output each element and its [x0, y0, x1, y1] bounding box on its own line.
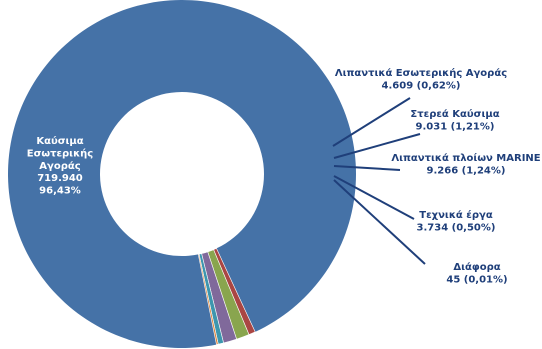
slice-label-1-line-0: Λιπαντικά Εσωτερικής Αγοράς [335, 67, 507, 79]
slices-group [8, 0, 357, 348]
slice-5 [197, 253, 219, 345]
slice-label-5-line-0: Διάφορα [453, 261, 500, 273]
leader-line-3 [333, 175, 415, 220]
leader-line-2 [333, 165, 401, 171]
slice-label-1-line-1: 4.609 (0,62%) [382, 81, 461, 92]
main-slice-label-line-3: 719.940 [37, 173, 83, 184]
slice-label-4-line-1: 3.734 (0,50%) [417, 223, 496, 234]
slice-label-3-line-0: Λιπαντικά πλοίων MARINE [391, 152, 540, 164]
slice-0 [8, 0, 357, 348]
main-slice-label-line-4: 96,43% [39, 186, 81, 197]
slice-label-5-line-1: 45 (0,01%) [446, 275, 507, 286]
slice-label-4-line-0: Τεχνικά έργα [419, 209, 493, 221]
leader-line-4 [333, 179, 426, 265]
leader-line-1 [333, 133, 421, 159]
main-slice-label-line-2: Αγοράς [39, 160, 80, 172]
slice-label-3-line-1: 9.266 (1,24%) [427, 166, 506, 177]
main-slice-label-line-1: Εσωτερικής [27, 147, 94, 159]
main-slice-label-line-0: Καύσιμα [36, 135, 83, 147]
leader-lines-group [332, 97, 426, 265]
slice-label-2-line-0: Στερεά Καύσιμα [410, 108, 499, 120]
leader-line-0 [332, 97, 411, 147]
slice-label-2-line-1: 9.031 (1,21%) [416, 122, 495, 133]
